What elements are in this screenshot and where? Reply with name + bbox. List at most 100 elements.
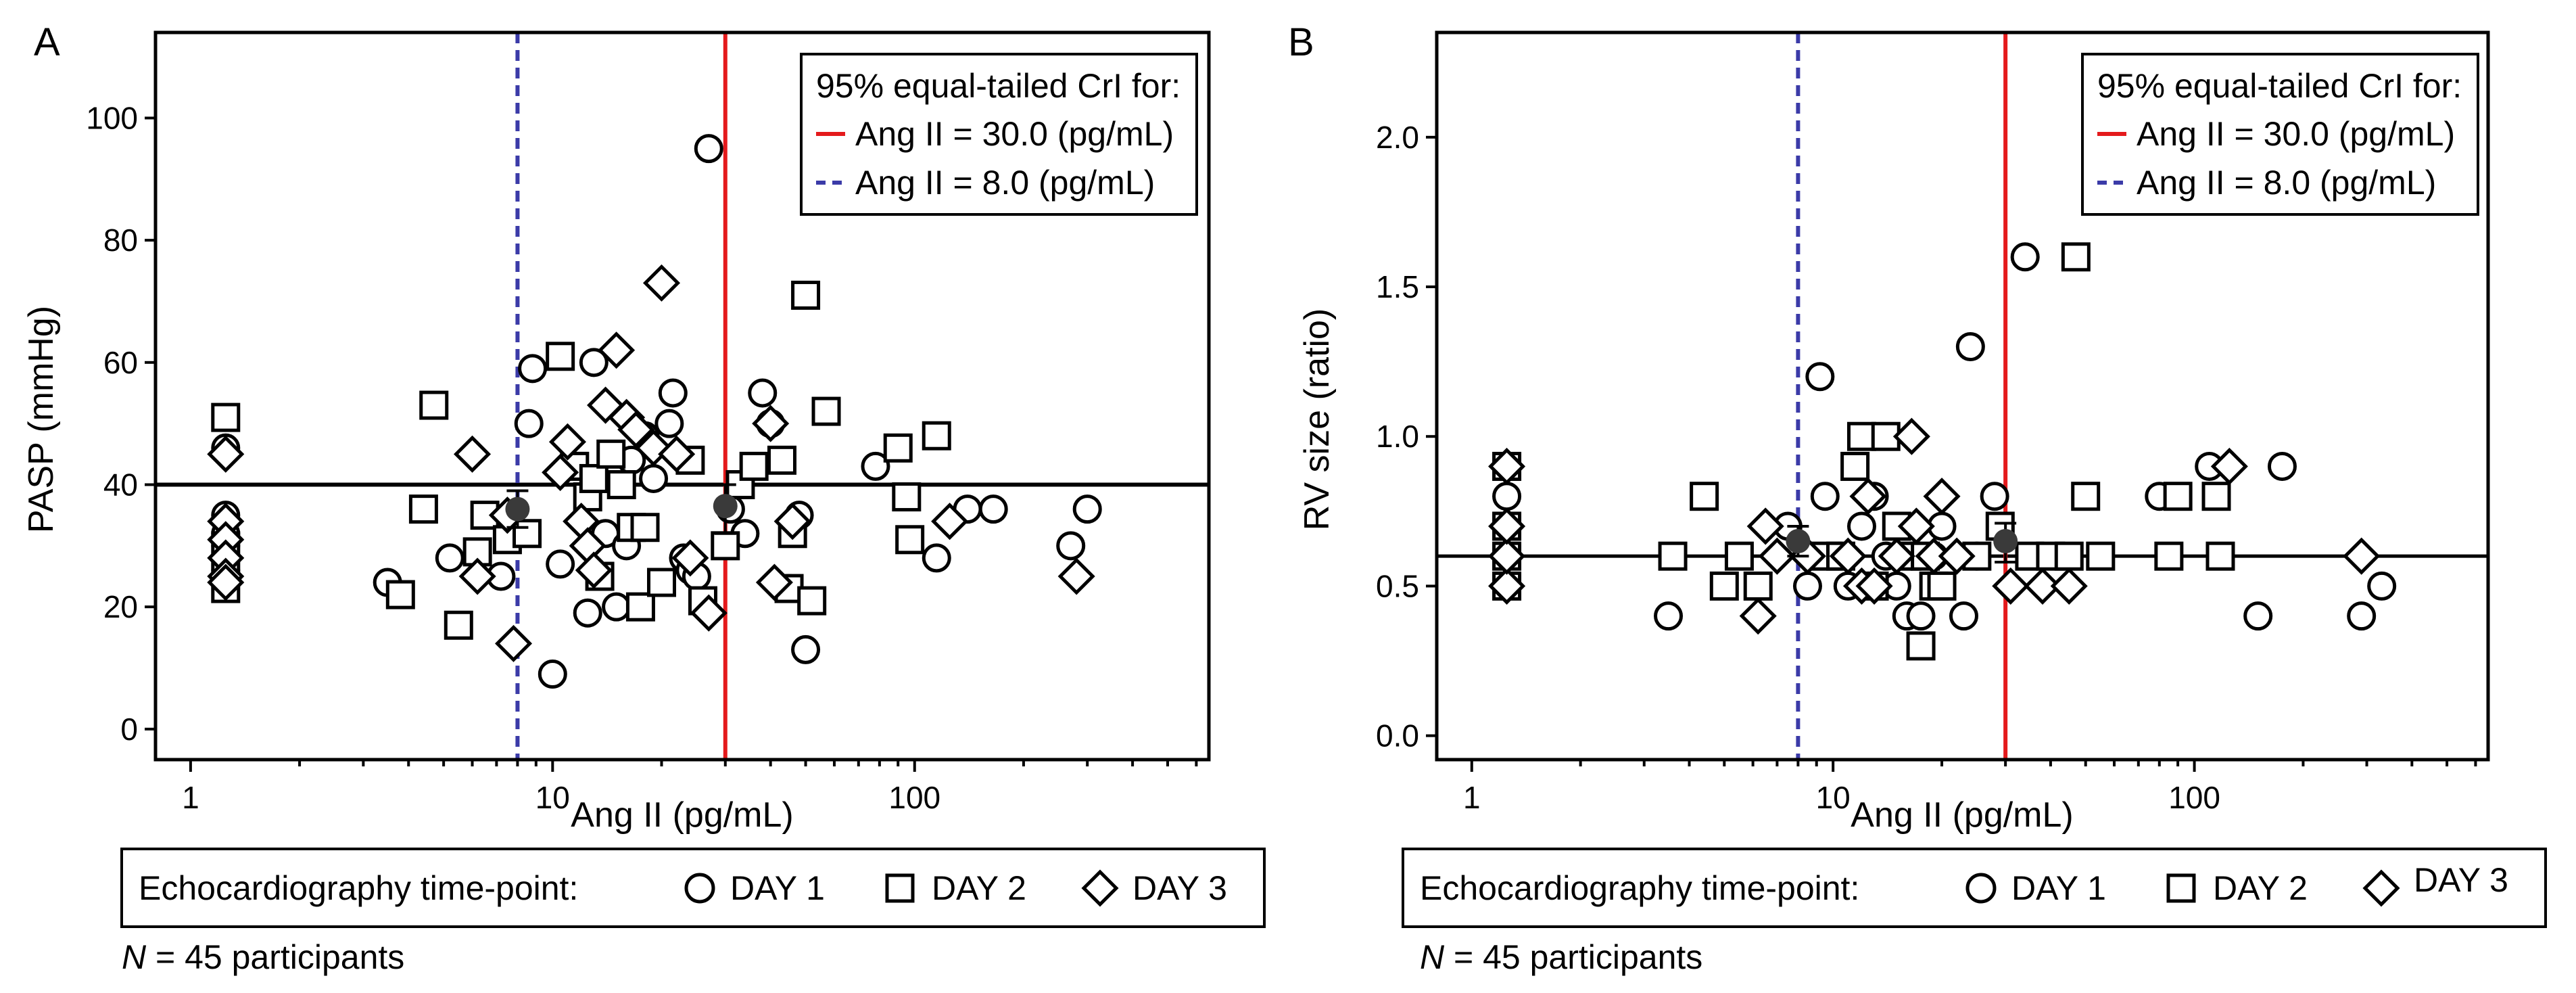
- legend-square-icon: [2166, 873, 2196, 903]
- point-day2: [922, 421, 951, 451]
- crl-legend-box: [800, 53, 1198, 216]
- y-tick-label: 0: [120, 712, 138, 747]
- point-day3: [1746, 507, 1784, 545]
- timepoint-legend: Echocardiography time-point: DAY 1 DAY 2…: [1402, 848, 2547, 928]
- point-day3: [495, 624, 533, 662]
- crl-legend-label-8: Ang II = 8.0 (pg/mL): [855, 164, 1155, 202]
- point-day3: [1057, 557, 1095, 595]
- point-day2: [444, 610, 473, 640]
- point-day2: [408, 494, 438, 524]
- point-day3: [658, 435, 696, 473]
- point-day1: [978, 494, 1008, 524]
- point-day3: [207, 563, 245, 601]
- point-day3: [542, 453, 579, 491]
- point-day1: [2010, 242, 2040, 272]
- point-day2: [1690, 482, 1719, 511]
- point-day2: [711, 531, 740, 561]
- point-day2: [2201, 482, 2231, 511]
- plot-frame: [153, 30, 1211, 762]
- timepoint-legend-title: Echocardiography time-point:: [139, 869, 578, 907]
- legend-day2: DAY 2: [2213, 869, 2308, 907]
- point-day3: [1878, 537, 1915, 575]
- x-tick-label: 10: [535, 780, 570, 815]
- footnote-text: = 45 participants: [146, 938, 404, 976]
- point-day3: [752, 405, 790, 442]
- x-axis-label: Ang II (pg/mL): [571, 795, 793, 835]
- point-day2: [579, 463, 609, 493]
- point-day1: [861, 451, 890, 481]
- point-day2: [2071, 482, 2101, 511]
- point-day2: [2154, 541, 2184, 571]
- crl-legend: 95% equal-tailed CrI for: Ang II = 30.0 …: [800, 53, 1198, 216]
- crl-legend-title: 95% equal-tailed CrI for:: [2097, 67, 2462, 105]
- crl-estimates: [505, 483, 738, 535]
- point-day2: [1846, 421, 1876, 451]
- point-day1: [1056, 531, 1086, 561]
- y-tick-label: 1.5: [1376, 269, 1419, 304]
- point-day2: [512, 519, 542, 549]
- y-tick-label: 100: [86, 100, 138, 135]
- point-day2: [385, 580, 415, 609]
- point-day2: [797, 586, 827, 616]
- crl-legend: 95% equal-tailed CrI for: Ang II = 30.0 …: [2081, 53, 2479, 216]
- point-day2: [2086, 541, 2116, 571]
- point-day3: [575, 551, 613, 589]
- point-day1: [514, 409, 544, 438]
- y-tick-label: 0.5: [1376, 568, 1419, 603]
- y-tick-label: 0.0: [1376, 718, 1419, 754]
- legend-day3: DAY 3: [2414, 861, 2508, 899]
- point-day3: [1938, 537, 1976, 575]
- y-tick-label: 2.0: [1376, 120, 1419, 155]
- point-day3: [1488, 507, 1526, 545]
- point-day2: [1906, 631, 1936, 661]
- point-day3: [931, 503, 969, 540]
- point-day1: [639, 463, 669, 493]
- legend-square-icon: [885, 873, 915, 903]
- point-day3: [458, 557, 496, 595]
- crl-legend-label-30: Ang II = 30.0 (pg/mL): [855, 115, 1174, 153]
- point-day3: [1488, 537, 1526, 575]
- footnote-n: N: [1420, 938, 1445, 976]
- legend-day1: DAY 1: [730, 869, 825, 907]
- panel-letter: A: [34, 20, 60, 64]
- crl-legend-title: 95% equal-tailed CrI for:: [816, 67, 1180, 105]
- y-ticks: 0.0 0.5 1.0 1.5 2.0: [1376, 120, 1437, 754]
- point-day3: [1739, 597, 1777, 635]
- point-day1: [1846, 511, 1876, 541]
- point-day3: [1897, 507, 1935, 545]
- crl-estimate-dot: [1993, 529, 2018, 554]
- point-day3: [2024, 567, 2061, 605]
- y-ticks: 0 20 40 60 80 100: [86, 100, 156, 747]
- point-day1: [2347, 601, 2377, 631]
- crl-legend-label-30: Ang II = 30.0 (pg/mL): [2137, 115, 2455, 153]
- legend-diamond-icon: [1081, 869, 1119, 907]
- point-day3: [1488, 447, 1526, 485]
- legend-day2: DAY 2: [932, 869, 1026, 907]
- y-axis-label: PASP (mmHg): [22, 306, 61, 533]
- point-day1: [1955, 332, 1985, 362]
- footnote: N = 45 participants: [122, 938, 404, 976]
- point-day2: [419, 390, 449, 420]
- point-day2: [791, 280, 821, 310]
- crl-legend-label-8: Ang II = 8.0 (pg/mL): [2137, 164, 2436, 202]
- point-day1: [546, 549, 575, 579]
- point-day1: [748, 378, 778, 408]
- point-day1: [922, 543, 951, 573]
- y-tick-label: 1.0: [1376, 419, 1419, 454]
- point-day2: [1658, 541, 1688, 571]
- legend-circle-icon: [684, 873, 715, 904]
- crl-legend-box: [2081, 53, 2479, 216]
- point-day2: [892, 482, 922, 512]
- point-day2: [2163, 482, 2193, 511]
- footnote-text: = 45 participants: [1444, 938, 1702, 976]
- point-day3: [1992, 567, 2030, 605]
- point-day1: [694, 134, 723, 164]
- point-day3: [2210, 447, 2248, 485]
- point-day3: [755, 563, 793, 601]
- crl-estimates: [1786, 522, 2018, 564]
- point-day2: [883, 433, 913, 463]
- point-day3: [1758, 537, 1796, 575]
- point-day3: [2343, 537, 2381, 575]
- point-day2: [2054, 541, 2084, 571]
